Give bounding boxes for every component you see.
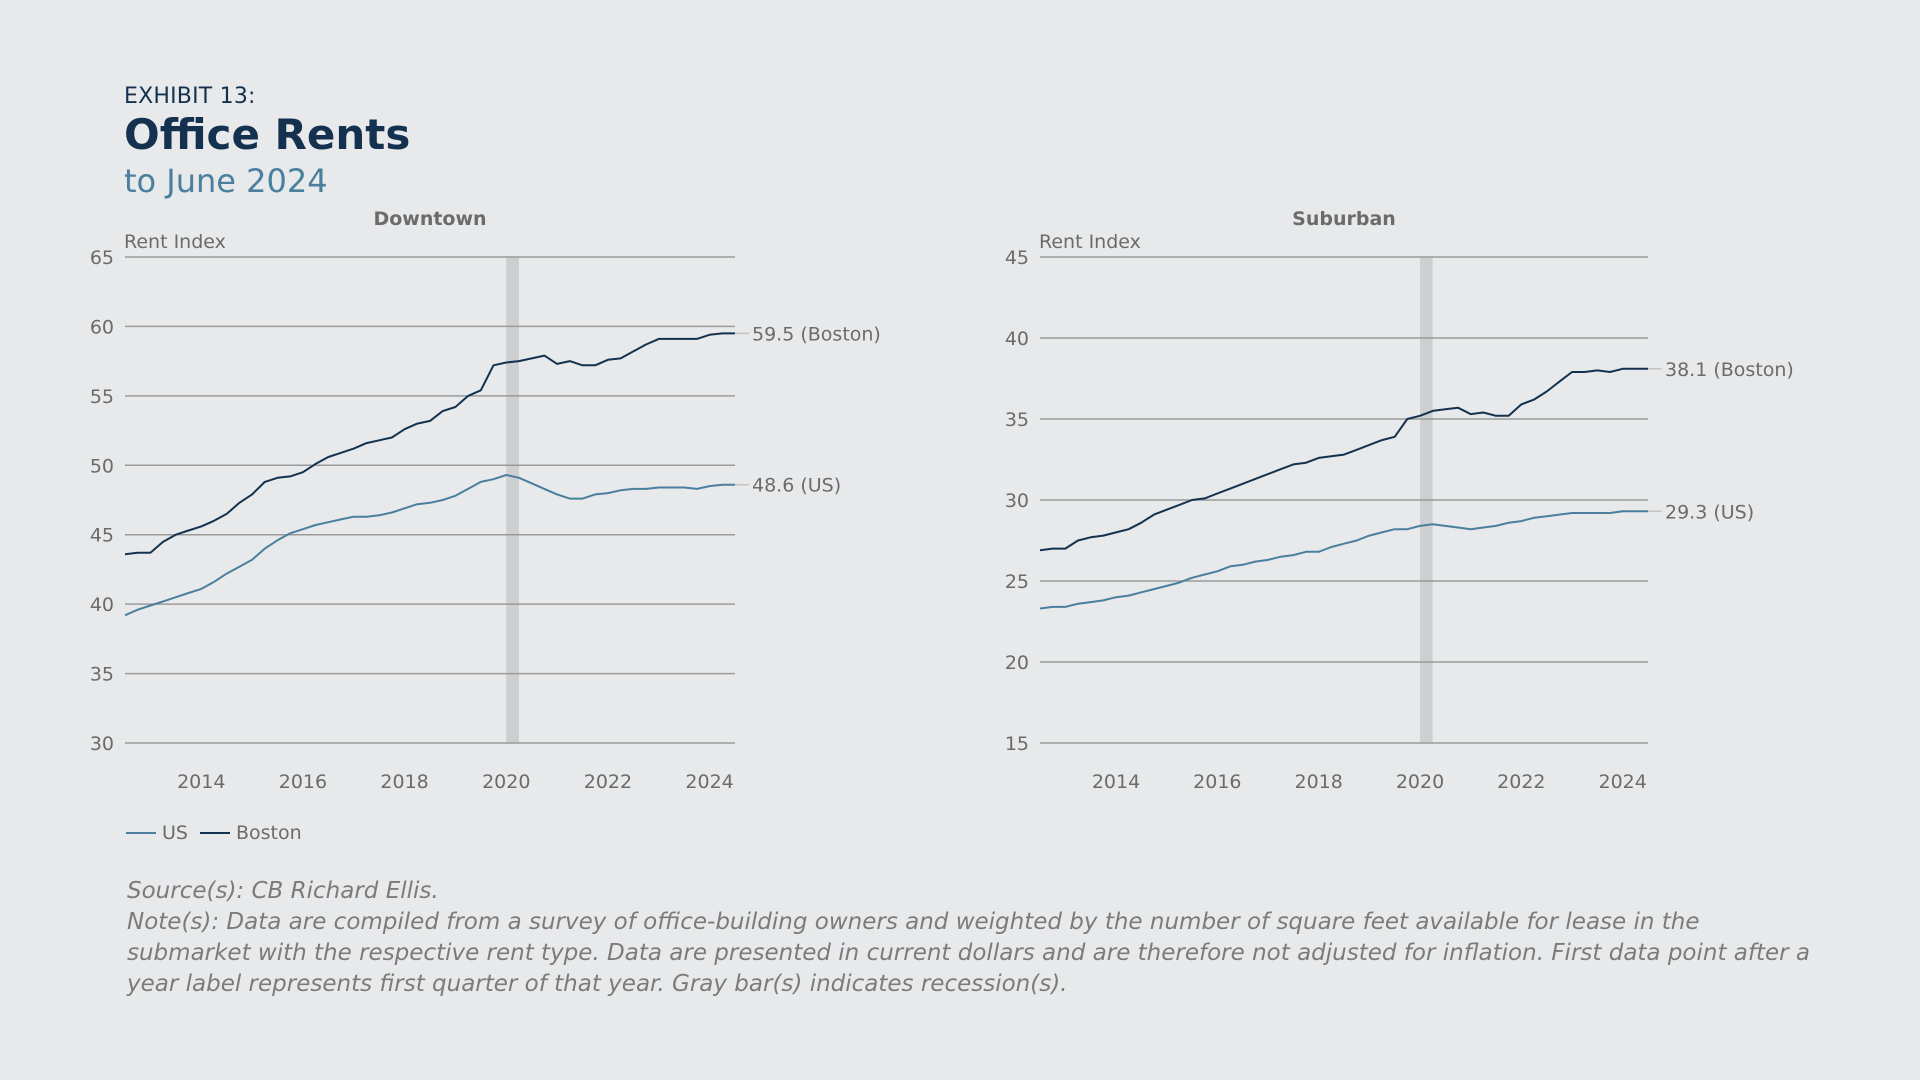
downtown-series-boston (124, 332, 735, 556)
downtown-x-tick-label: 2014 (177, 771, 225, 793)
downtown-y-tick-label: 65 (90, 247, 114, 269)
legend-label-boston: Boston (235, 822, 302, 844)
methodology-note: Note(s): Data are compiled from a survey… (127, 909, 1811, 997)
legend-label-us: US (162, 822, 188, 844)
downtown-recession-bar (506, 257, 519, 743)
downtown-end-label-us: 48.6 (US) (752, 475, 841, 497)
suburban-x-tick-label: 2024 (1598, 771, 1646, 793)
suburban-y-tick-label: 40 (1005, 328, 1029, 350)
suburban-x-tick-label: 2022 (1497, 771, 1545, 793)
suburban-y-axis-label: Rent Index (1039, 231, 1141, 253)
legend-item-boston: Boston (199, 822, 302, 844)
suburban-panel-title: Suburban (1292, 208, 1396, 230)
source-note: Source(s): CB Richard Ellis. (127, 878, 439, 904)
downtown-panel-title: Downtown (373, 208, 486, 230)
legend-swatch-us (126, 832, 156, 834)
suburban-x-tick-label: 2014 (1092, 771, 1140, 793)
suburban-y-tick-label: 25 (1005, 571, 1029, 593)
suburban-x-tick-label: 2018 (1294, 771, 1342, 793)
downtown-series-us (124, 474, 735, 617)
downtown-x-tick-label: 2016 (279, 771, 327, 793)
suburban-series-boston (1039, 367, 1648, 552)
suburban-y-tick-label: 45 (1005, 247, 1029, 269)
downtown-x-tick-label: 2020 (482, 771, 530, 793)
downtown-y-tick-label: 45 (90, 525, 114, 547)
chart-header: EXHIBIT 13: Office Rents to June 2024 (124, 84, 410, 199)
downtown-y-axis-label: Rent Index (124, 231, 226, 253)
suburban-x-tick-label: 2016 (1193, 771, 1241, 793)
suburban-y-tick-label: 30 (1005, 490, 1029, 512)
downtown-y-tick-label: 60 (90, 316, 114, 338)
downtown-y-tick-label: 35 (90, 664, 114, 686)
page-title: Office Rents (124, 110, 411, 159)
suburban-series-us (1039, 510, 1648, 610)
downtown-x-tick-label: 2018 (380, 771, 428, 793)
page-subtitle: to June 2024 (124, 162, 328, 200)
suburban-x-tick-label: 2020 (1396, 771, 1444, 793)
legend-item-us: US (126, 822, 188, 844)
downtown-x-tick-label: 2022 (584, 771, 632, 793)
downtown-end-label-boston: 59.5 (Boston) (752, 323, 881, 345)
suburban-y-tick-label: 15 (1005, 733, 1029, 755)
downtown-y-tick-label: 55 (90, 386, 114, 408)
suburban-y-tick-label: 35 (1005, 409, 1029, 431)
suburban-y-tick-label: 20 (1005, 652, 1029, 674)
exhibit-label: EXHIBIT 13: (124, 84, 256, 109)
downtown-x-tick-label: 2024 (685, 771, 733, 793)
chart-footer: Source(s): CB Richard Ellis. Note(s): Da… (127, 876, 1827, 1000)
downtown-y-tick-label: 50 (90, 455, 114, 477)
downtown-y-tick-label: 30 (90, 733, 114, 755)
suburban-end-label-boston: 38.1 (Boston) (1665, 359, 1794, 381)
legend-swatch-boston (199, 832, 230, 834)
suburban-end-label-us: 29.3 (US) (1665, 501, 1754, 523)
downtown-y-tick-label: 40 (90, 594, 114, 616)
legend: US Boston (126, 822, 302, 844)
